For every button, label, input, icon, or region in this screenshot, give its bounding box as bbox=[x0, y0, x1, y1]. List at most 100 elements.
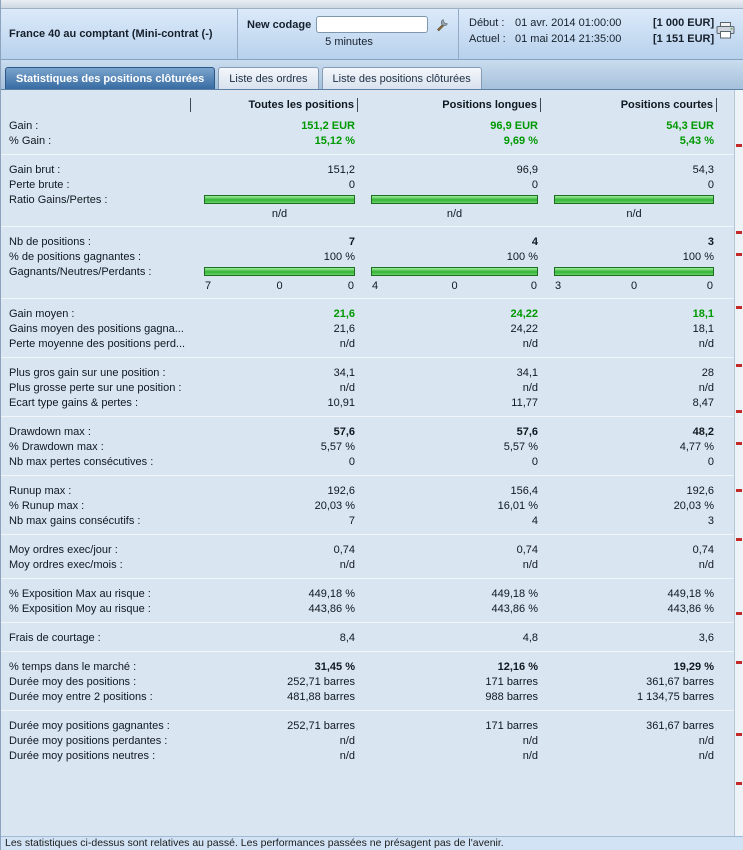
stat-row: Perte moyenne des positions perd... n/d n/… bbox=[1, 336, 743, 351]
stat-value: n/d bbox=[522, 558, 538, 571]
group-divider bbox=[1, 226, 743, 227]
stats-table: Toutes les positions Positions longues Pos… bbox=[1, 90, 743, 838]
stat-value: 3 bbox=[707, 235, 714, 248]
session-current-row: Actuel : 01 mai 2014 21:35:00 [1 151 EUR… bbox=[469, 33, 743, 45]
stat-value: 4 bbox=[531, 235, 538, 248]
stat-value: 449,18 % bbox=[491, 587, 538, 600]
tab-2[interactable]: Liste des ordres bbox=[218, 67, 319, 89]
stat-value: 449,18 % bbox=[667, 587, 714, 600]
stat-value: 7 bbox=[348, 235, 355, 248]
stat-value: 34,1 bbox=[516, 366, 538, 379]
stat-row: Perte brute : 0 0 0 bbox=[1, 177, 743, 192]
bar-sub-cell: n/d bbox=[191, 208, 358, 220]
stats-table-body: Gain : 151,2 EUR 96,9 EUR 54,3 EUR % Gain : 1… bbox=[1, 118, 743, 763]
stat-value: n/d bbox=[339, 749, 355, 762]
stat-value: 0 bbox=[348, 455, 355, 468]
stat-row: % Exposition Moy au risque : 443,86 % 443,… bbox=[1, 601, 743, 616]
bar-sub-cell: n/d bbox=[358, 208, 541, 220]
stat-value: 31,45 % bbox=[314, 660, 355, 673]
stat-value: 96,9 bbox=[516, 163, 538, 176]
stat-value: n/d bbox=[522, 734, 538, 747]
bar-sub-cell: n/d bbox=[541, 208, 717, 220]
stat-value: 0 bbox=[707, 455, 714, 468]
stat-value: 5,43 % bbox=[679, 134, 714, 147]
stat-value: 192,6 bbox=[686, 484, 714, 497]
stat-label: Plus grosse perte sur une position : bbox=[9, 381, 182, 394]
bar-sub-value: 0 bbox=[451, 279, 458, 292]
stat-value: n/d bbox=[522, 749, 538, 762]
session-section: Début : 01 avr. 2014 01:00:00 [1 000 EUR… bbox=[459, 9, 743, 59]
timeframe-label: 5 minutes bbox=[325, 36, 373, 48]
stat-value: n/d bbox=[339, 558, 355, 571]
header-panel: France 40 au comptant (Mini-contrat (-) … bbox=[1, 9, 743, 60]
stat-group: Plus gros gain sur une position : 34,1 34,… bbox=[1, 365, 743, 410]
stat-label: % Exposition Max au risque : bbox=[9, 587, 151, 600]
strategy-input[interactable] bbox=[316, 16, 428, 33]
stat-bar-row: Ratio Gains/Pertes : bbox=[1, 192, 743, 207]
stat-value: 96,9 EUR bbox=[490, 119, 538, 132]
stat-value: 3 bbox=[707, 514, 714, 527]
stat-value: n/d bbox=[339, 337, 355, 350]
stat-value: 28 bbox=[701, 366, 714, 379]
stat-value: 4 bbox=[531, 514, 538, 527]
stat-value: 100 % bbox=[506, 250, 538, 263]
stat-label: % de positions gagnantes : bbox=[9, 250, 142, 263]
stat-value: 0 bbox=[531, 455, 538, 468]
session-current-equity: [1 151 EUR] bbox=[653, 33, 715, 45]
stat-value: n/d bbox=[522, 381, 538, 394]
stat-value: 0,74 bbox=[692, 543, 714, 556]
stat-row: Nb de positions : 7 4 3 bbox=[1, 234, 743, 249]
stat-label: % Gain : bbox=[9, 134, 52, 147]
stat-group: % Exposition Max au risque : 449,18 % 449,… bbox=[1, 586, 743, 616]
price-axis-mark bbox=[736, 410, 742, 413]
stat-label: Plus gros gain sur une position : bbox=[9, 366, 166, 379]
stat-label: Drawdown max : bbox=[9, 425, 91, 438]
print-icon[interactable] bbox=[716, 22, 735, 44]
progress-bar bbox=[204, 267, 355, 276]
stat-value: 21,6 bbox=[333, 307, 355, 320]
column-header-1: Toutes les positions bbox=[191, 98, 358, 112]
stat-value: 8,47 bbox=[692, 396, 714, 409]
strategy-settings-icon[interactable] bbox=[433, 17, 451, 33]
stat-value: 443,86 % bbox=[491, 602, 538, 615]
session-current-datetime: 01 mai 2014 21:35:00 bbox=[515, 33, 622, 45]
column-header-3: Positions courtes bbox=[541, 98, 717, 112]
stat-bar-cell bbox=[191, 267, 358, 276]
stat-row: Gains moyen des positions gagna... 21,6 24… bbox=[1, 321, 743, 336]
stat-bar-cell bbox=[541, 195, 717, 204]
stat-value: n/d bbox=[522, 337, 538, 350]
stat-label: Gain brut : bbox=[9, 163, 61, 176]
tab-1[interactable]: Statistiques des positions clôturées bbox=[5, 67, 216, 89]
stat-label: Nb max gains consécutifs : bbox=[9, 514, 141, 527]
stat-group: Nb de positions :7 4 3% de positions gagna… bbox=[1, 234, 743, 292]
strategy-section: New codage 5 minutes bbox=[238, 9, 459, 59]
stat-value: 20,03 % bbox=[673, 499, 714, 512]
stat-value: 57,6 bbox=[333, 425, 355, 438]
stat-value: 54,3 EUR bbox=[666, 119, 714, 132]
stat-value: 20,03 % bbox=[314, 499, 355, 512]
stat-group: Moy ordres exec/jour :0,74 0,74 0,74 Moy or… bbox=[1, 542, 743, 572]
bar-sub-value: 7 bbox=[205, 279, 212, 292]
stat-row: Durée moy des positions : 252,71 barres 17… bbox=[1, 674, 743, 689]
group-divider bbox=[1, 578, 743, 579]
progress-bar-fill bbox=[372, 196, 537, 203]
stat-value: 7 bbox=[348, 514, 355, 527]
stat-value: 1 134,75 barres bbox=[636, 690, 714, 703]
stat-label: Gain moyen : bbox=[9, 307, 75, 320]
stat-value: 8,4 bbox=[339, 631, 355, 644]
stat-value: 3,6 bbox=[698, 631, 714, 644]
price-axis-mark bbox=[736, 489, 742, 492]
stat-value: 100 % bbox=[323, 250, 355, 263]
stat-value: 252,71 barres bbox=[287, 675, 355, 688]
stat-value: 192,6 bbox=[327, 484, 355, 497]
progress-bar-fill bbox=[205, 196, 354, 203]
price-axis-mark bbox=[736, 253, 742, 256]
session-current-label: Actuel : bbox=[469, 33, 506, 45]
stat-value: 19,29 % bbox=[673, 660, 714, 673]
group-divider bbox=[1, 475, 743, 476]
stat-label: Perte moyenne des positions perd... bbox=[9, 337, 186, 350]
progress-bar-fill bbox=[205, 268, 354, 275]
stat-value: 100 % bbox=[682, 250, 714, 263]
tab-3[interactable]: Liste des positions clôturées bbox=[321, 67, 482, 89]
